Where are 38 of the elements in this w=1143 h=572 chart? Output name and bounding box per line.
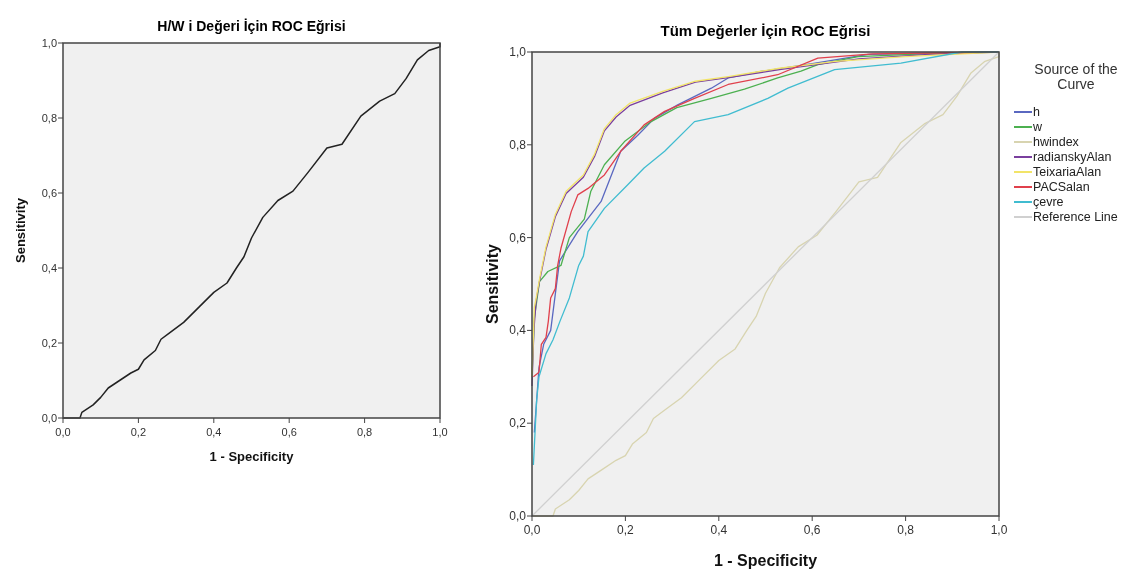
x-tick-label: 1,0	[990, 523, 1008, 537]
y-axis-title: Sensitivity	[484, 243, 501, 325]
chart-title: H/W i Değeri İçin ROC Eğrisi	[157, 18, 346, 34]
y-tick-label: 0,6	[509, 230, 527, 245]
y-tick-label: 0,6	[41, 187, 57, 199]
y-tick-label: 0,0	[41, 412, 57, 424]
chart-title: Tüm Değerler İçin ROC Eğrisi	[660, 22, 871, 39]
legend-label: radianskyAlan	[1033, 150, 1112, 164]
x-tick-label: 0,0	[55, 426, 71, 438]
legend-label: hwindex	[1033, 135, 1080, 149]
x-tick-label: 1,0	[432, 426, 448, 438]
y-tick-label: 0,4	[509, 323, 527, 338]
x-tick-label: 0,4	[206, 426, 222, 438]
legend-label: h	[1033, 105, 1040, 119]
legend-label: PACSalan	[1033, 180, 1090, 194]
legend-label: çevre	[1033, 195, 1064, 209]
x-tick-label: 0,0	[523, 523, 541, 537]
y-axis-title: Sensitivity	[13, 197, 28, 264]
x-tick-label: 0,2	[130, 426, 147, 438]
legend-label: TeixariaAlan	[1033, 165, 1102, 179]
y-tick-label: 0,4	[41, 262, 57, 274]
x-tick-label: 0,6	[803, 523, 821, 537]
legend-label: w	[1032, 120, 1043, 134]
y-tick-label: 0,0	[509, 509, 527, 523]
x-tick-label: 0,2	[617, 523, 635, 537]
y-tick-label: 1,0	[509, 45, 527, 59]
x-axis-title: 1 - Specificity	[209, 449, 295, 464]
x-tick-label: 0,8	[897, 523, 915, 537]
y-tick-label: 1,0	[41, 37, 57, 49]
y-tick-label: 0,2	[41, 337, 57, 349]
x-axis-title: 1 - Specificity	[713, 552, 818, 569]
x-tick-label: 0,6	[281, 426, 297, 438]
y-tick-label: 0,8	[41, 112, 57, 124]
x-tick-label: 0,4	[710, 523, 728, 537]
x-tick-label: 0,8	[356, 426, 373, 438]
legend-title: Source of the Curve	[1034, 61, 1118, 92]
y-tick-label: 0,8	[509, 137, 527, 152]
legend-label: Reference Line	[1033, 210, 1118, 224]
